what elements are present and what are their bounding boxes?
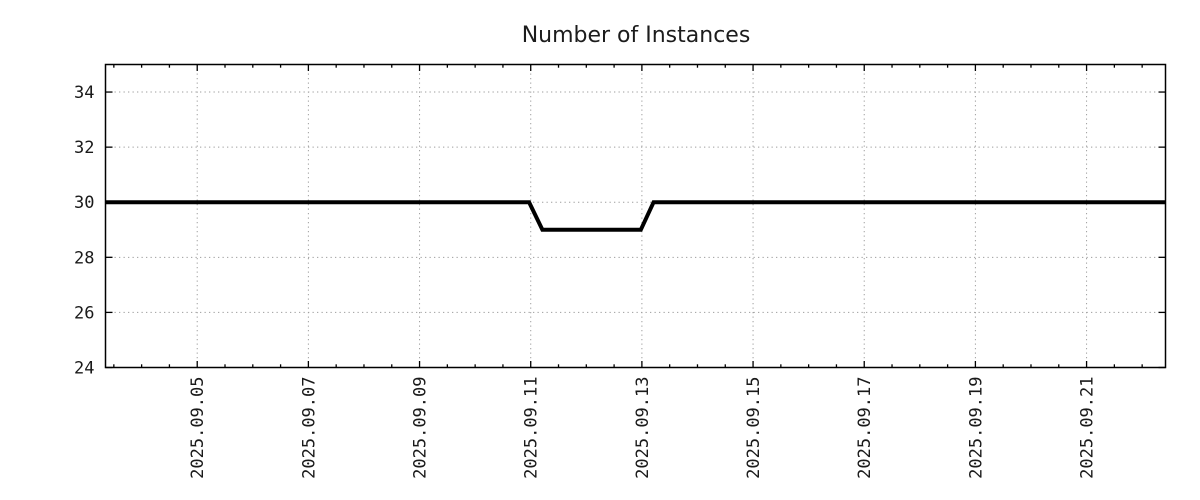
x-tick-label: 2025.09.09 — [411, 377, 431, 479]
y-tick-label: 24 — [74, 358, 94, 378]
plot-border — [104, 63, 1167, 369]
y-tick-label: 34 — [74, 83, 94, 103]
y-tick-label: 32 — [74, 138, 94, 158]
y-tick-label: 30 — [74, 193, 94, 213]
instances-line — [105, 200, 1166, 232]
x-tick-label: 2025.09.21 — [1078, 377, 1098, 479]
x-tick-label: 2025.09.19 — [966, 377, 986, 479]
x-tick-label: 2025.09.07 — [299, 377, 319, 479]
x-tick-label: 2025.09.05 — [188, 377, 208, 479]
chart-title: Number of Instances — [522, 23, 751, 48]
x-tick-label: 2025.09.11 — [522, 377, 542, 479]
data-series — [105, 200, 1166, 232]
plot-border-rect — [104, 63, 1167, 369]
grid-lines — [105, 64, 1166, 368]
axis-ticks — [105, 64, 1166, 369]
x-axis-tick-labels: 2025.09.05 2025.09.07 2025.09.09 2025.09.11… — [188, 377, 1097, 479]
x-tick-label: 2025.09.17 — [855, 377, 875, 479]
y-tick-label: 26 — [74, 303, 94, 323]
x-tick-label: 2025.09.15 — [744, 377, 764, 479]
y-axis-tick-labels: 24 26 28 30 32 34 — [74, 83, 94, 378]
x-tick-label: 2025.09.13 — [633, 377, 653, 479]
y-tick-label: 28 — [74, 248, 94, 268]
